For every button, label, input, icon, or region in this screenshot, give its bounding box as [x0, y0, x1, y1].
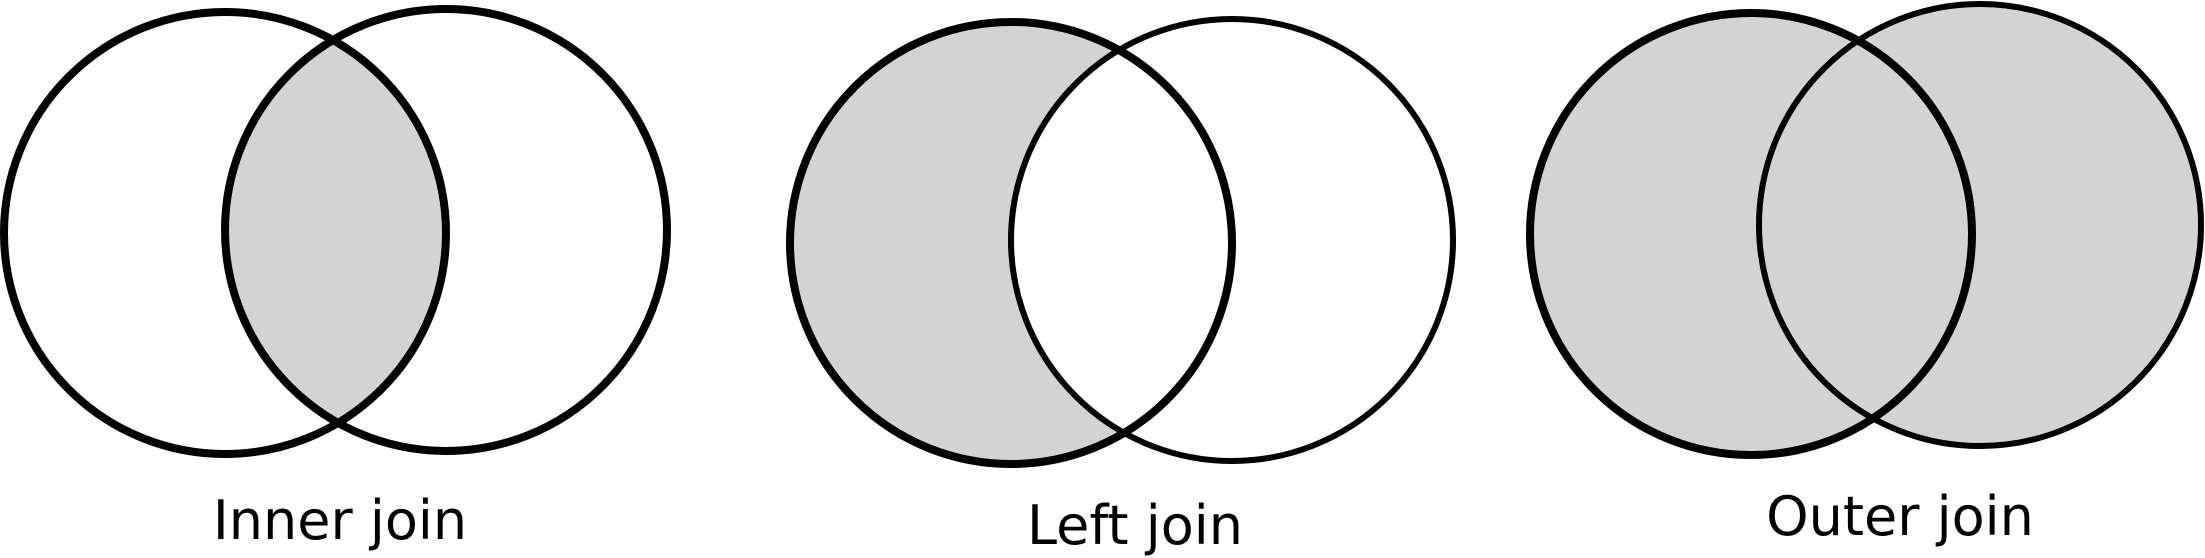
left-join-diagram: Left join [786, 16, 1456, 557]
inner-join-right-circle [221, 5, 671, 455]
inner-join-left-circle [0, 8, 450, 458]
inner-join-diagram: Inner join [0, 5, 671, 552]
outer-join-left-circle [1526, 9, 1976, 459]
left-join-left-circle [786, 18, 1236, 468]
inner-join-right-set-intersection-fill [225, 12, 446, 451]
inner-join-label: Inner join [213, 489, 467, 552]
left-join-label: Left join [1027, 494, 1243, 557]
left-join-right-circle [1008, 16, 1456, 464]
outer-join-label: Outer join [1766, 485, 2034, 548]
outer-join-diagram: Outer join [1526, 1, 2204, 548]
outer-join-right-circle [1756, 1, 2204, 449]
outer-join-right-set-fill [1759, 4, 2201, 446]
